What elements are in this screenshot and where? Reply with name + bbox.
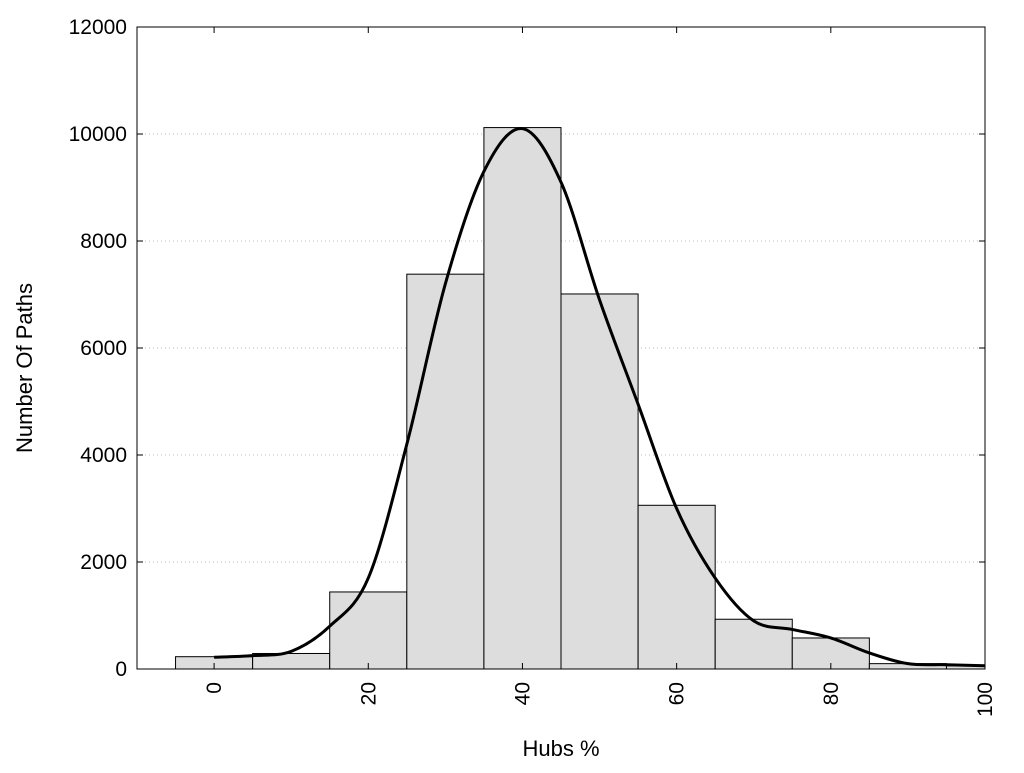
density-curve (214, 127, 986, 668)
y-tick-label: 4000 (80, 444, 127, 467)
x-tick-label: 100 (974, 682, 997, 717)
y-tick-label: 6000 (80, 337, 127, 360)
x-tick-label: 60 (666, 682, 689, 705)
histogram-bar (637, 504, 716, 670)
y-tick-label: 12000 (69, 16, 127, 39)
x-tick-label: 0 (203, 682, 226, 694)
y-tick-label: 8000 (80, 230, 127, 253)
x-tick-label: 40 (511, 682, 534, 705)
x-tick-label: 80 (820, 682, 843, 705)
histogram-bar (560, 293, 639, 670)
x-axis-ticks: 0 20 40 60 80 100 (203, 27, 997, 717)
histogram-bar (406, 273, 485, 670)
y-axis-ticks: 0 2000 4000 6000 8000 10000 12000 (69, 16, 985, 681)
histogram-bars (175, 127, 986, 670)
y-tick-label: 2000 (80, 551, 127, 574)
y-tick-label: 10000 (69, 123, 127, 146)
x-axis-title: Hubs % (522, 736, 599, 761)
y-tick-label: 0 (115, 658, 127, 681)
histogram-bar (483, 127, 562, 670)
x-tick-label: 20 (357, 682, 380, 705)
density-curve-line (214, 127, 986, 668)
y-axis-title: Number Of Paths (12, 283, 37, 453)
histogram-bar (329, 591, 408, 670)
